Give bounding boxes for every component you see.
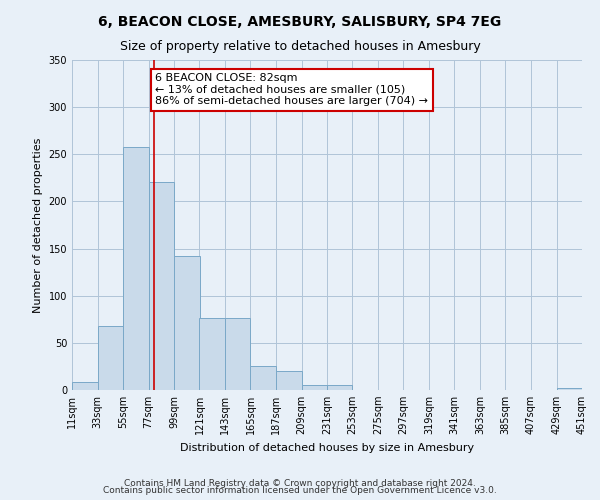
Text: Contains HM Land Registry data © Crown copyright and database right 2024.: Contains HM Land Registry data © Crown c… (124, 478, 476, 488)
Text: 6 BEACON CLOSE: 82sqm
← 13% of detached houses are smaller (105)
86% of semi-det: 6 BEACON CLOSE: 82sqm ← 13% of detached … (155, 73, 428, 106)
Text: Contains public sector information licensed under the Open Government Licence v3: Contains public sector information licen… (103, 486, 497, 495)
Bar (557, 388, 582, 390)
Bar (327, 386, 352, 390)
X-axis label: Distribution of detached houses by size in Amesbury: Distribution of detached houses by size … (180, 442, 474, 452)
Bar (302, 386, 327, 390)
Bar (225, 318, 251, 390)
Bar (72, 382, 97, 390)
Bar (123, 146, 149, 390)
Bar (251, 366, 276, 390)
Bar (199, 318, 225, 390)
Text: Size of property relative to detached houses in Amesbury: Size of property relative to detached ho… (119, 40, 481, 53)
Bar (276, 371, 302, 390)
Y-axis label: Number of detached properties: Number of detached properties (33, 138, 43, 312)
Text: 6, BEACON CLOSE, AMESBURY, SALISBURY, SP4 7EG: 6, BEACON CLOSE, AMESBURY, SALISBURY, SP… (98, 15, 502, 29)
Bar (149, 182, 174, 390)
Bar (174, 256, 199, 390)
Bar (97, 326, 123, 390)
